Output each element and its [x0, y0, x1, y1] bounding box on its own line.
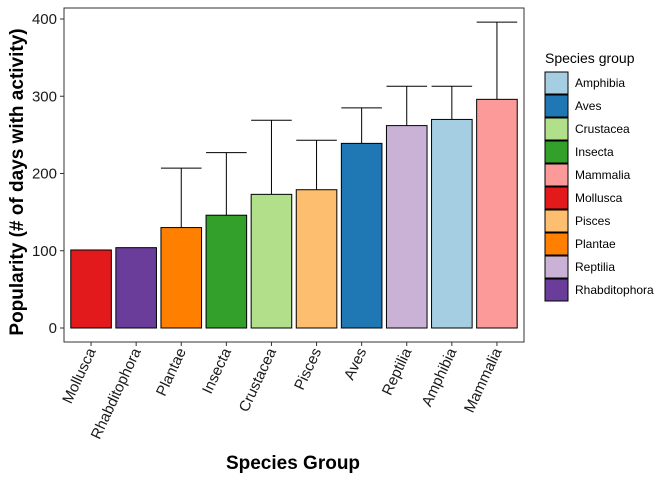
x-tick-label: Reptilia: [379, 345, 416, 398]
plot-area: [70, 21, 518, 329]
bar-aves: [340, 142, 383, 329]
x-tick-label: Plantae: [153, 346, 190, 399]
y-tick-label: 100: [32, 243, 57, 260]
x-tick-label: Aves: [341, 346, 370, 383]
legend-label-aves: Aves: [575, 99, 601, 113]
legend-label-reptilia: Reptilia: [575, 260, 615, 274]
y-tick-label: 300: [32, 88, 57, 105]
bar-pisces: [295, 189, 338, 329]
legend-title: Species group: [545, 50, 635, 66]
bar-insecta: [205, 214, 248, 329]
legend-key-insecta: [544, 140, 569, 164]
legend-key-aves: [544, 94, 569, 118]
legend-key-rhabditophora: [544, 278, 569, 302]
legend-key-amphibia: [544, 71, 569, 95]
legend-key-plantae: [544, 232, 569, 256]
bar-crustacea: [250, 193, 293, 329]
x-axis-title: Species Group: [226, 453, 360, 474]
legend-key-mammalia: [544, 163, 569, 187]
legend-label-mollusca: Mollusca: [575, 191, 623, 205]
bar-mollusca: [70, 249, 112, 329]
x-tick-label: Crustacea: [236, 345, 281, 415]
x-tick-label: Insecta: [199, 345, 235, 397]
legend-key-crustacea: [544, 117, 569, 141]
legend-label-insecta: Insecta: [575, 145, 614, 159]
x-tick-label: Mollusca: [59, 345, 100, 406]
bar-amphibia: [431, 118, 473, 329]
x-tick-label: Pisces: [291, 346, 325, 393]
legend-label-pisces: Pisces: [575, 214, 610, 228]
bar-plantae: [160, 227, 203, 329]
legend-key-pisces: [544, 209, 569, 233]
x-tick-label: Mammalia: [461, 345, 506, 415]
legend-label-plantae: Plantae: [575, 237, 616, 251]
legend-label-mammalia: Mammalia: [575, 168, 631, 182]
legend-label-rhabditophora: Rhabditophora: [575, 283, 654, 297]
legend-label-amphibia: Amphibia: [575, 76, 625, 90]
x-tick-label: Amphibia: [419, 345, 461, 409]
legend-key-mollusca: [544, 186, 569, 210]
y-tick-label: 0: [49, 320, 57, 337]
legend-label-crustacea: Crustacea: [575, 122, 630, 136]
plot-border: [63, 7, 525, 343]
legend: Species group Amphibia Aves Crustacea Insec…: [544, 50, 654, 302]
y-tick-label: 400: [32, 11, 57, 28]
y-axis-title: Popularity (# of days with activity): [7, 28, 28, 335]
bar-mammalia: [476, 98, 518, 329]
bar-rhabditophora: [115, 247, 157, 329]
y-tick-label: 200: [32, 166, 57, 183]
bar-reptilia: [385, 125, 428, 329]
legend-key-reptilia: [544, 255, 569, 279]
